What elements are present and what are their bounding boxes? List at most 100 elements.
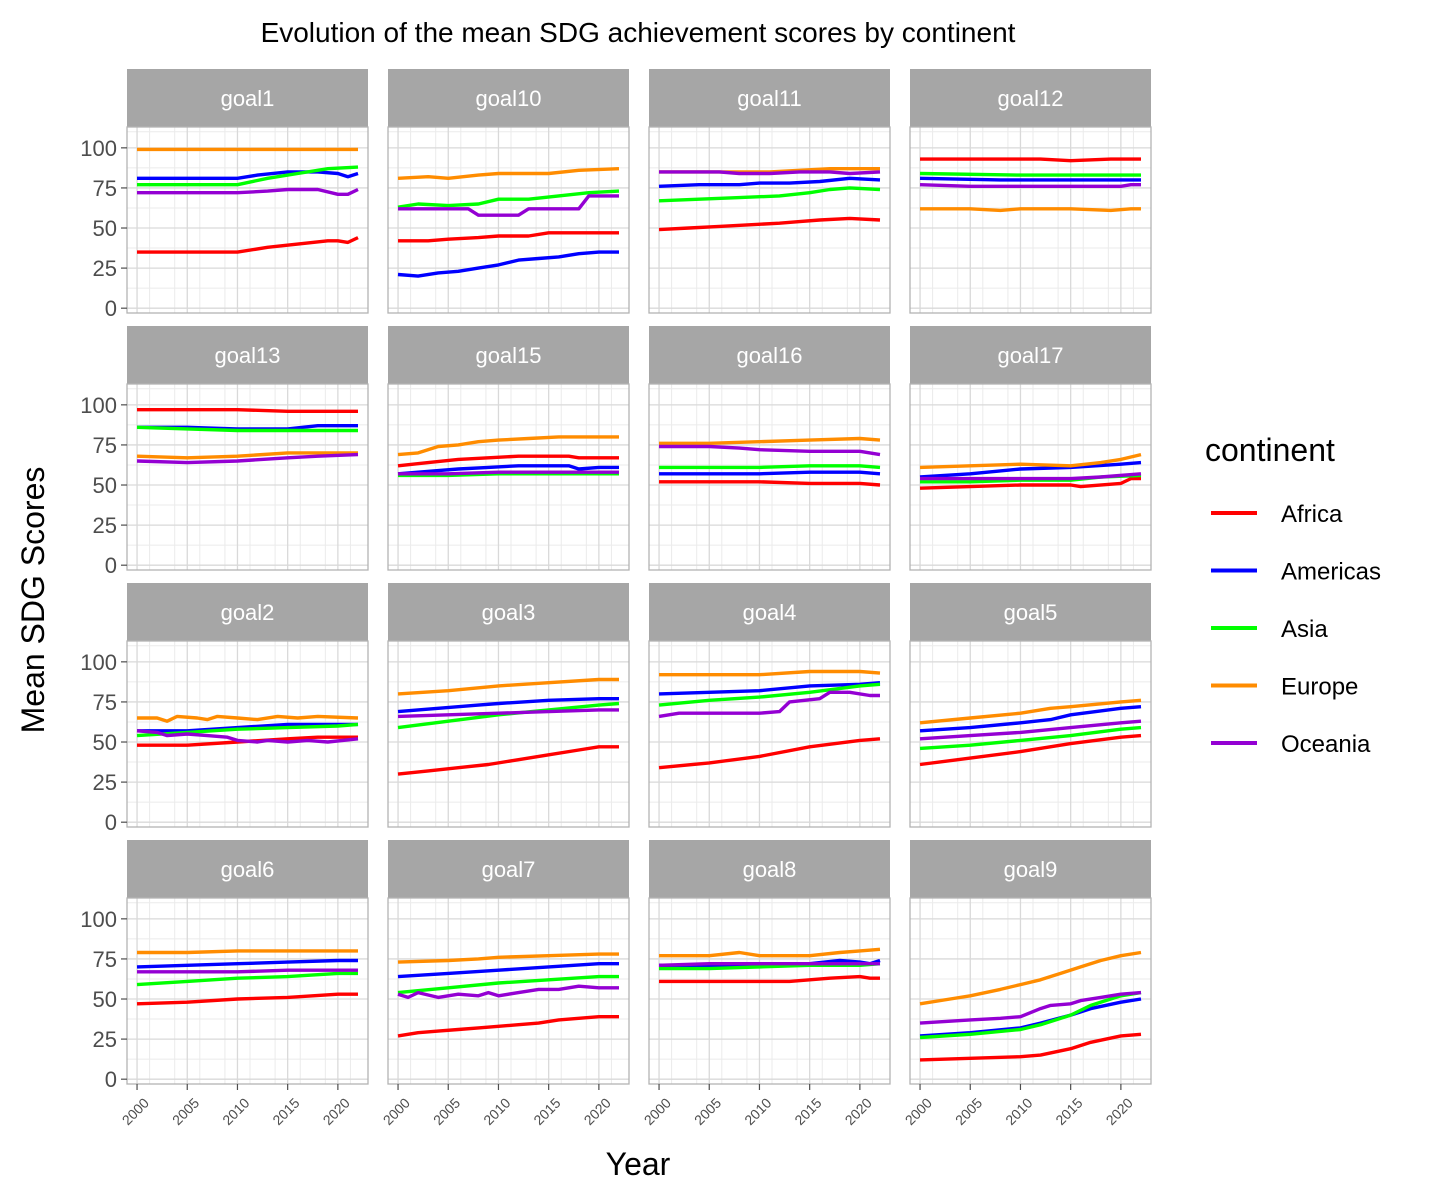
series-line-asia [658,682,881,707]
panel-goal3: goal3 [387,583,630,828]
panel-goal12: goal12 [909,69,1152,314]
series-line-africa [920,157,1141,163]
y-tick-label: 75 [93,690,117,715]
panel-border [387,126,630,314]
chart-title: Evolution of the mean SDG achievement sc… [261,17,1016,48]
panel-border [387,897,630,1085]
panel-border [126,383,369,571]
y-tick-label: 100 [80,907,117,932]
series-line-americas [659,470,881,476]
y-tick-label: 50 [93,473,117,498]
panel-border [387,383,630,571]
y-tick-label: 0 [105,553,117,578]
panel-background [127,127,368,313]
panel-background [127,898,368,1084]
y-tick-label: 100 [80,650,117,675]
panel-goal5: goal5 [909,583,1152,828]
series-line-africa [398,231,619,243]
series-line-europe [920,207,1141,213]
panel-strip [649,840,890,898]
panel-strip [910,69,1151,127]
series-line-oceania [919,990,1142,1025]
series-line-oceania [920,472,1142,481]
series-line-asia [919,990,1142,1040]
series-line-asia [919,725,1142,751]
x-tick-label: 2020 [842,1095,875,1128]
x-tick-label: 2000 [119,1095,152,1128]
panel-strip-label: goal9 [1004,857,1058,882]
y-tick-label: 50 [93,730,117,755]
series-line-africa [397,745,619,776]
panel-strip-label: goal2 [221,600,275,625]
series-line-oceania [658,962,880,967]
panel-strip [127,840,368,898]
series-line-asia [658,186,881,203]
panel-strip [649,326,890,384]
x-tick-label: 2005 [169,1095,202,1128]
y-tick-label: 100 [80,393,117,418]
series-line-oceania [137,187,359,196]
y-tick-label: 25 [93,770,117,795]
series-line-africa [658,737,881,770]
panel-goal13: goal13 0 25 50 75 100 [80,326,369,578]
panel-strip-label: goal4 [743,600,797,625]
panel-background [388,127,629,313]
panel-strip [388,326,629,384]
panel-goal7: goal7 2000 2005 2010 2015 2020 [380,840,630,1128]
y-tick-label: 50 [93,216,117,241]
legend-title: continent [1205,432,1335,468]
panel-border [126,897,369,1085]
panel-strip-label: goal3 [482,600,536,625]
series-line-europe [919,698,1142,725]
series-line-europe [137,714,359,723]
series-line-oceania [397,984,619,1000]
panel-strip-label: goal16 [736,343,802,368]
series-line-asia [397,189,620,209]
panel-strip [388,69,629,127]
legend-label: Asia [1281,616,1328,643]
series-line-africa [919,476,1141,490]
x-tick-label: 2000 [641,1095,674,1128]
y-tick-label: 25 [93,1027,117,1052]
series-line-oceania [659,170,881,176]
panel-border [648,383,891,571]
series-line-americas [919,705,1142,733]
legend-label: Africa [1281,501,1343,528]
series-line-europe [659,669,881,677]
panel-border [126,640,369,828]
y-tick-label: 100 [80,136,117,161]
y-tick-label: 0 [105,810,117,835]
series-line-americas [397,962,619,979]
series-line-oceania [137,968,358,974]
x-axis-title: Year [606,1146,671,1182]
x-tick-label: 2015 [791,1095,824,1128]
series-line-europe [397,952,619,964]
y-tick-label: 75 [93,947,117,972]
legend-label: Americas [1281,559,1381,586]
panel-border [909,897,1152,1085]
series-line-africa [137,236,359,254]
panel-strip-label: goal17 [997,343,1063,368]
legend-item-africa: Africa [1211,501,1343,528]
series-line-americas [397,250,619,278]
x-tick-label: 2015 [1052,1095,1085,1128]
panel-goal9: goal9 2000 2005 2010 2015 2020 [902,840,1152,1128]
panel-strip-label: goal11 [737,86,801,111]
panel-strip-label: goal7 [482,857,536,882]
series-line-oceania [398,470,619,476]
series-line-oceania [659,444,881,457]
panel-strip-label: goal15 [475,343,541,368]
panel-strip [388,583,629,641]
x-tick-label: 2020 [1103,1095,1136,1128]
panel-background [910,898,1151,1084]
panel-strip-label: goal13 [214,343,280,368]
panel-border [648,897,891,1085]
legend-item-asia: Asia [1211,616,1328,643]
series-line-americas [658,176,881,188]
panel-background [127,384,368,570]
x-tick-label: 2000 [902,1095,935,1128]
series-line-americas [397,464,619,476]
panel-strip [910,583,1151,641]
y-tick-label: 25 [93,256,117,281]
series-line-asia [136,722,359,738]
